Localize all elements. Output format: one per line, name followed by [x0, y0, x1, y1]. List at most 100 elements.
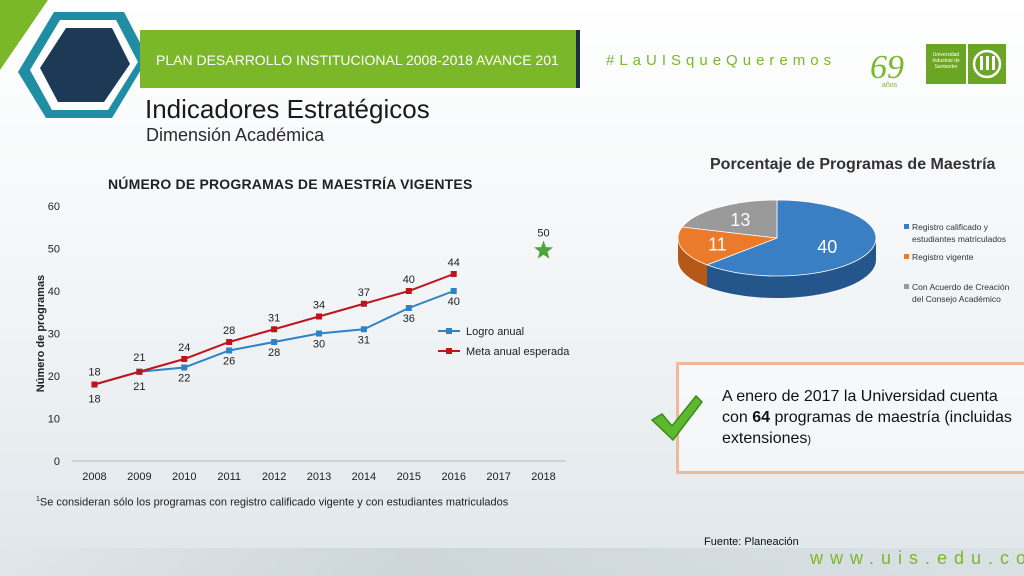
legend-label: Registro vigente: [912, 252, 974, 262]
data-label: 36: [403, 313, 415, 325]
bottom-band: [0, 548, 1024, 576]
pie-slice-label: 13: [730, 210, 750, 230]
x-tick-label: 2008: [82, 471, 106, 483]
data-label: 34: [313, 300, 325, 312]
pie-slice: [705, 199, 877, 277]
footnote-marker: 1: [36, 496, 40, 503]
data-point: [271, 326, 278, 333]
data-label: 22: [178, 373, 190, 385]
x-tick-label: 2012: [262, 471, 286, 483]
hashtag: #LaUISqueQueremos: [606, 52, 837, 69]
x-tick-label: 2018: [531, 471, 555, 483]
x-tick-label: 2011: [217, 471, 241, 483]
data-point: [450, 288, 457, 294]
data-point: [226, 339, 233, 345]
footnote-text: Se consideran sólo los programas con reg…: [39, 496, 509, 509]
data-label: 18: [88, 367, 100, 379]
series-line-logro: [94, 290, 455, 386]
y-tick-label: 10: [48, 414, 60, 426]
checkmark-icon: [650, 394, 703, 442]
legend-swatch: [904, 254, 909, 259]
y-axis-label: Número de programas: [35, 275, 47, 392]
y-tick-label: 30: [48, 329, 60, 341]
data-point: [360, 326, 367, 333]
data-point: [405, 305, 412, 311]
data-point: [450, 271, 457, 277]
website-url: www.uis.edu.co: [810, 548, 1024, 568]
legend-label: Logro anual: [466, 326, 524, 338]
data-label: 40: [448, 296, 460, 308]
data-label: 37: [358, 287, 370, 299]
data-point: [226, 347, 233, 354]
legend-swatch: [904, 224, 909, 229]
x-tick-label: 2013: [307, 471, 331, 483]
legend-label: del Consejo Académico: [912, 294, 1001, 304]
pie-slice-side: [706, 238, 876, 298]
pie-slice: [677, 226, 778, 266]
data-label: 31: [268, 312, 280, 324]
data-label: 21: [133, 352, 145, 364]
legend-marker: [446, 348, 452, 354]
legend-marker: [446, 328, 452, 334]
target-label: 50: [537, 228, 549, 240]
data-label: 18: [88, 394, 100, 406]
data-point: [181, 364, 188, 371]
data-label: 44: [448, 257, 460, 269]
page-subtitle: Dimensión Académica: [146, 125, 325, 145]
data-point: [316, 330, 322, 337]
university-logo-text: Universidad Industrial de Santander: [926, 44, 966, 84]
data-point: [316, 313, 322, 320]
x-tick-label: 2010: [172, 471, 196, 483]
uis-shield-logo: [968, 44, 1006, 84]
program-count: 64: [752, 409, 771, 426]
source-note: Fuente: Planeación: [704, 536, 799, 548]
callout-text: A enero de 2017 la Universidad cuenta co…: [722, 388, 1012, 447]
data-point: [136, 368, 143, 375]
data-label: 28: [223, 325, 235, 337]
data-label: 24: [178, 342, 190, 354]
pie-slice-label: 11: [708, 235, 727, 255]
y-tick-label: 50: [48, 244, 60, 256]
hexagon-decoration: [0, 0, 148, 118]
data-label: 40: [403, 274, 415, 286]
y-tick-label: 40: [48, 286, 60, 298]
pie-slice-side: [678, 238, 707, 287]
pie-slice: [681, 199, 778, 239]
data-point: [271, 339, 278, 345]
header-banner: PLAN DESARROLLO INSTITUCIONAL 2008-2018 …: [140, 30, 580, 88]
data-point: [405, 288, 412, 294]
legend-label: Con Acuerdo de Creación: [912, 282, 1010, 292]
x-tick-label: 2015: [397, 471, 421, 483]
data-point: [91, 381, 98, 388]
y-tick-label: 60: [48, 201, 60, 213]
data-point: [181, 356, 188, 362]
anniversary-text: años: [882, 82, 898, 89]
x-tick-label: 2014: [352, 471, 376, 483]
page-title: Indicadores Estratégicos: [145, 94, 430, 124]
banner-text: PLAN DESARROLLO INSTITUCIONAL 2008-2018 …: [156, 52, 559, 68]
y-tick-label: 20: [48, 371, 60, 383]
callout-box: [676, 362, 1024, 474]
legend-label: Registro calificado y: [912, 222, 989, 232]
footnote: 1Se consideran sólo los programas con re…: [36, 496, 508, 509]
legend-label: estudiantes matriculados: [912, 234, 1006, 244]
data-label: 26: [223, 356, 235, 368]
x-tick-label: 2009: [127, 471, 151, 483]
target-star-marker: [534, 240, 554, 259]
anniversary-69-logo: 69 años: [870, 49, 904, 89]
x-tick-label: 2016: [441, 471, 465, 483]
data-label: 30: [313, 339, 325, 351]
data-label: 28: [268, 347, 280, 359]
pie-chart-title: Porcentaje de Programas de Maestría: [710, 156, 996, 173]
data-point: [360, 300, 367, 307]
pie-slice-label: 40: [817, 237, 837, 257]
y-tick-label: 0: [54, 456, 60, 468]
x-tick-label: 2017: [486, 471, 510, 483]
svg-text:69: 69: [870, 49, 904, 86]
legend-label: Meta anual esperada: [466, 346, 570, 358]
data-label: 21: [133, 381, 145, 393]
line-chart-title: NÚMERO DE PROGRAMAS DE MAESTRÍA VIGENTES: [108, 176, 473, 192]
legend-swatch: [904, 284, 909, 289]
line-chart: 0 10 20 30 40 50 60 2008 2009 2010 2011 2012 2013 201…: [35, 201, 570, 483]
